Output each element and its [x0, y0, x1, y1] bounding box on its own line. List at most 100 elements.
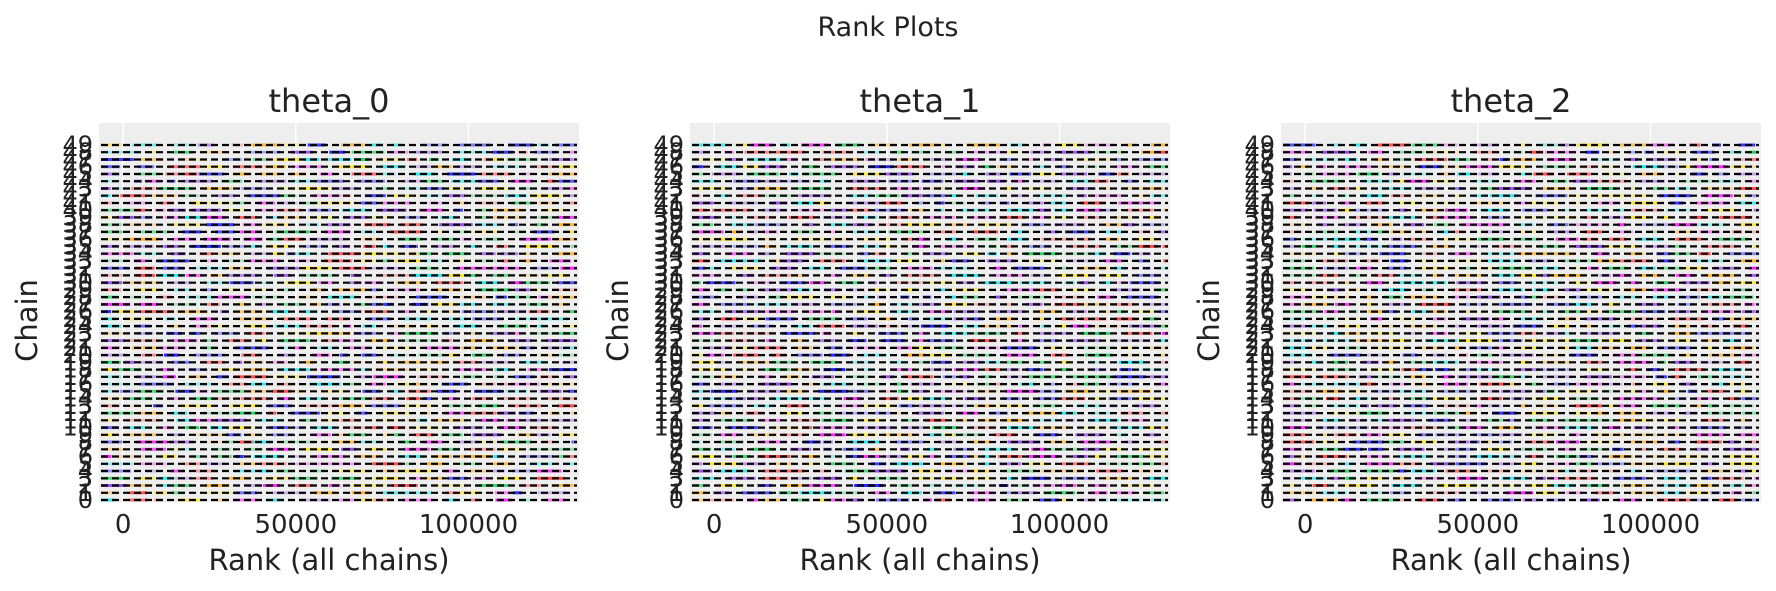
rank-bar [1005, 302, 1015, 306]
ytick-label: 49 [62, 131, 93, 159]
rank-bar [1712, 281, 1731, 285]
rank-bar [828, 230, 838, 234]
rank-bar [1629, 281, 1639, 285]
rank-bar [244, 433, 262, 437]
rank-bar [101, 179, 120, 183]
ytick-label: 38 [1244, 211, 1275, 239]
rank-bar [564, 230, 577, 234]
rank-bar [1439, 215, 1473, 219]
rank-bar [692, 223, 713, 227]
rank-bar [1374, 288, 1388, 292]
rank-bar [528, 310, 550, 314]
rank-bar [235, 317, 270, 321]
rank-bar [1735, 331, 1752, 335]
rank-bar [1541, 310, 1552, 314]
rank-bar [1340, 462, 1356, 466]
ytick-label: 1 [78, 479, 93, 507]
rank-bar [1728, 397, 1739, 401]
rank-bar [1516, 172, 1532, 176]
rank-bar [1705, 331, 1734, 335]
rank-bar [1447, 455, 1468, 458]
rank-bar [1627, 150, 1637, 154]
rank-bar [1413, 440, 1437, 444]
rank-bar [481, 187, 506, 190]
rank-bar [770, 353, 787, 357]
rank-bar [946, 237, 959, 241]
panel-title: theta_1 [859, 82, 980, 120]
rank-bar [882, 433, 917, 437]
ytick-label: 16 [653, 370, 684, 398]
rank-bar [1536, 491, 1557, 495]
rank-bar [1398, 208, 1408, 212]
rank-bar [101, 418, 118, 422]
rank-bar [1699, 230, 1721, 234]
rank-bar [1627, 201, 1657, 205]
rank-bar [1116, 310, 1126, 314]
rank-bar [180, 404, 213, 408]
rank-bar [1728, 440, 1740, 444]
rank-bar [387, 426, 406, 430]
rank-bar [921, 179, 944, 183]
rank-bar [551, 302, 569, 306]
rank-bar [729, 310, 761, 314]
rank-bar [1156, 266, 1168, 270]
rank-bar [1102, 208, 1115, 212]
ytick-label: 17 [653, 363, 684, 391]
rank-bar [101, 324, 121, 328]
rank-panel-theta_0: 0123456789101112131415161718192021222324… [10, 82, 579, 577]
rank-bar [1142, 317, 1159, 321]
rank-bar [819, 259, 846, 263]
rank-bar [814, 411, 833, 415]
rank-bar [1693, 158, 1704, 161]
rank-bar [1702, 244, 1737, 248]
rank-bar [1671, 375, 1684, 379]
ytick-label: 36 [1244, 225, 1275, 253]
rank-bar [340, 418, 361, 422]
rank-bar [1102, 310, 1112, 314]
xtick-label: 100000 [419, 510, 518, 540]
ytick-label: 48 [62, 138, 93, 166]
rank-bar [251, 143, 280, 147]
ytick-label: 13 [62, 392, 93, 420]
rank-bar [294, 462, 324, 466]
rank-bar [308, 288, 326, 292]
rank-bar [476, 208, 492, 212]
rank-bar [335, 244, 349, 248]
rank-bar [1348, 418, 1366, 422]
rank-bar [1388, 215, 1416, 219]
rank-bar [964, 397, 986, 401]
rank-bar [1335, 433, 1357, 437]
rank-bar [790, 476, 812, 480]
rank-bar [1675, 237, 1702, 241]
rank-bar [211, 447, 231, 451]
rank-bar [1551, 273, 1586, 277]
ytick-label: 44 [653, 167, 684, 195]
rank-bar [159, 484, 171, 487]
ytick-label: 36 [62, 225, 93, 253]
rank-bar [993, 266, 1005, 270]
rank-bar [101, 404, 120, 408]
rank-bar [375, 259, 391, 263]
rank-bar [159, 187, 194, 190]
rank-bar [461, 295, 486, 299]
rank-bar [497, 411, 516, 415]
rank-bar [1597, 462, 1625, 466]
ytick-label: 14 [653, 385, 684, 413]
rank-bar [1388, 418, 1415, 422]
rank-bar [347, 252, 361, 256]
rank-bar [1004, 353, 1038, 357]
rank-bar [246, 150, 280, 154]
rank-bar [1607, 302, 1619, 306]
ytick-label: 29 [62, 276, 93, 304]
ytick-label: 7 [78, 435, 93, 463]
rank-bar [1732, 324, 1750, 328]
rank-bar [1126, 208, 1154, 212]
rank-bar [568, 194, 577, 198]
rank-bar [452, 201, 468, 205]
ytick-label: 18 [653, 356, 684, 384]
rank-bar [504, 397, 531, 401]
rank-bar [1486, 252, 1514, 256]
rank-bar [1390, 230, 1411, 234]
rank-bar [1079, 237, 1091, 241]
rank-bar [302, 187, 316, 190]
